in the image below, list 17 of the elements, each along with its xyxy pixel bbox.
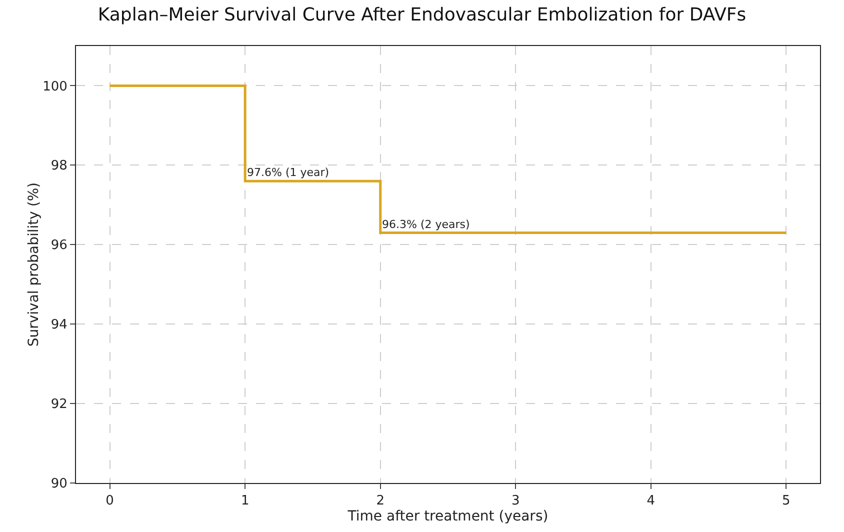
y-tick-label: 94 xyxy=(50,318,68,333)
x-tick-label: 4 xyxy=(646,494,656,509)
y-axis-title: Survival probability (%) xyxy=(26,182,42,347)
x-tick-label: 0 xyxy=(106,494,114,509)
x-tick-label: 3 xyxy=(512,494,520,509)
x-tick-label: 1 xyxy=(240,494,250,509)
x-axis-title: Time after treatment (years) xyxy=(346,508,548,525)
annotation: 96.3% (2 years) xyxy=(382,218,470,231)
y-tick-label: 100 xyxy=(42,79,68,94)
y-tick-label: 90 xyxy=(50,476,68,492)
x-tick-label: 5 xyxy=(782,494,790,509)
y-tick-label: 92 xyxy=(50,397,68,412)
y-tick-label: 96 xyxy=(50,238,68,254)
y-tick-label: 98 xyxy=(50,158,68,174)
x-tick-label: 2 xyxy=(376,494,384,509)
annotation: 97.6% (1 year) xyxy=(247,166,330,179)
chart-title: Kaplan–Meier Survival Curve After Endovascular Embolization for DAVFs xyxy=(98,4,746,26)
